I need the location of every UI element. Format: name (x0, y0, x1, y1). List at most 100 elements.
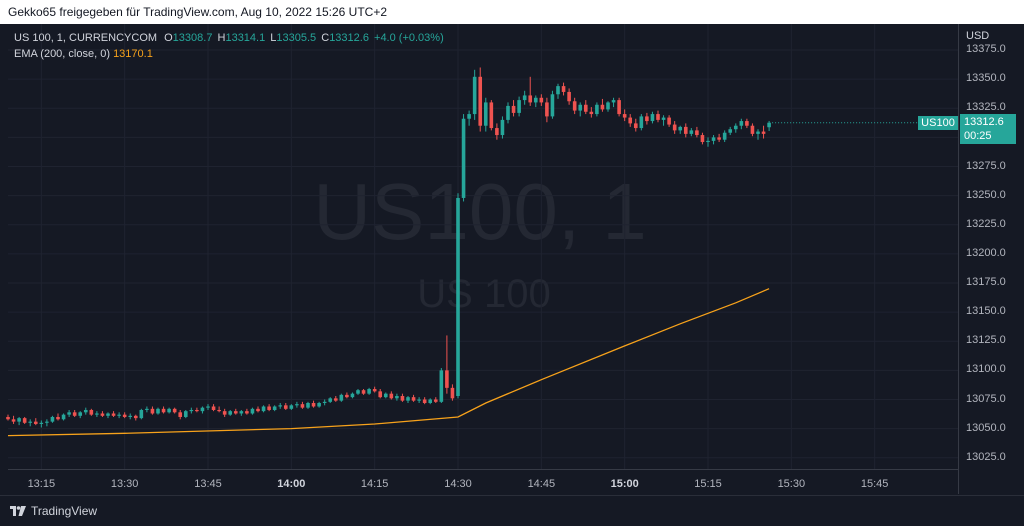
candle-body (56, 416, 60, 420)
candle-body (50, 416, 55, 422)
candle-body (378, 391, 383, 398)
candle-body (522, 95, 527, 101)
candle-body (745, 121, 749, 126)
candle-body (150, 408, 155, 414)
candle-body (350, 393, 355, 398)
candle-body (72, 412, 77, 416)
legend-symbol: US 100, 1, CURRENCYCOM (14, 32, 158, 44)
candle-body (356, 390, 360, 394)
candle-body (11, 419, 16, 422)
brand-label: TradingView (31, 504, 98, 518)
legend-ema-value: 13170.1 (113, 48, 153, 60)
candle-body (711, 137, 716, 141)
candle-body (367, 389, 371, 394)
plot-area[interactable] (8, 24, 958, 469)
candle-body (422, 399, 427, 403)
legend-close-key: C (321, 32, 330, 44)
candle-body (289, 405, 294, 409)
candle-body (89, 409, 94, 415)
candle-body (717, 137, 721, 140)
candle-body (222, 411, 227, 415)
candle-body (639, 116, 644, 129)
symbol-watermark: US100, 1 (313, 167, 647, 256)
candle-body (111, 413, 116, 416)
candle-body (533, 97, 538, 103)
last-price-tag: 13312.6 00:25 (960, 114, 1016, 144)
tradingview-logo-icon (10, 506, 26, 516)
candle-body (106, 413, 110, 416)
candle-body (78, 412, 83, 416)
candle-body (39, 422, 44, 424)
candle-body (617, 100, 621, 115)
price-tick-label: 13225.0 (966, 217, 1006, 230)
legend-open-key: O (164, 32, 173, 44)
price-tick-label: 13025.0 (966, 450, 1006, 463)
candle-body (406, 397, 410, 401)
legend-ema-row[interactable]: EMA (200, close, 0) 13170.1 (14, 46, 444, 62)
candle-body (433, 399, 438, 402)
candle-body (206, 406, 210, 408)
candle-body (750, 125, 755, 134)
price-tick-label: 13125.0 (966, 334, 1006, 347)
candle-body (445, 370, 449, 388)
candle-body (667, 117, 671, 125)
tradingview-brand[interactable]: TradingView (10, 504, 97, 518)
candle-body (539, 97, 544, 103)
candle-body (417, 399, 421, 401)
candle-body (172, 408, 177, 413)
candle-body (183, 411, 188, 417)
candle-body (728, 129, 733, 133)
candle-body (389, 393, 394, 399)
candle-body (383, 393, 388, 398)
candle-body (345, 394, 349, 398)
candle-body (83, 409, 88, 413)
candle-body (761, 131, 766, 134)
candle-body (117, 414, 121, 416)
footer-bar: TradingView (0, 495, 1024, 526)
legend-series-row[interactable]: US 100, 1, CURRENCYCOM O13308.7 H13314.1… (14, 30, 444, 46)
legend-high-key: H (217, 32, 226, 44)
candle-body (722, 132, 727, 140)
candle-body (450, 387, 455, 399)
legend-close: 13312.6 (329, 32, 369, 44)
candle-body (528, 95, 533, 103)
candle-body (472, 76, 477, 115)
candle-body (311, 402, 316, 407)
candle-body (239, 411, 244, 414)
time-tick-label: 15:45 (860, 478, 889, 490)
price-tick-label: 13150.0 (966, 305, 1006, 318)
candle-body (622, 114, 627, 118)
candle-body (578, 104, 583, 111)
legend-ema-label: EMA (200, close, 0) (14, 48, 110, 60)
candle-body (372, 389, 377, 392)
price-tick-label: 13075.0 (966, 392, 1006, 405)
candle-body (333, 398, 338, 401)
price-axis[interactable] (958, 24, 1024, 494)
price-tick-label: 13050.0 (966, 421, 1006, 434)
candle-body (245, 411, 249, 414)
price-tick-label: 13350.0 (966, 72, 1006, 85)
candle-body (561, 86, 566, 92)
candle-body (645, 116, 649, 122)
candle-body (261, 406, 266, 412)
candle-body (467, 114, 471, 119)
currency-label[interactable]: USD (966, 30, 990, 42)
candle-body (517, 100, 521, 113)
candle-body (233, 411, 238, 414)
candle-body (361, 390, 366, 394)
candle-body (100, 413, 105, 416)
candle-body (695, 130, 699, 136)
price-tick-label: 13200.0 (966, 246, 1006, 259)
candle-body (156, 408, 160, 414)
candle-body (67, 412, 71, 415)
candle-body (300, 404, 305, 408)
candle-body (583, 104, 588, 112)
candle-body (678, 126, 683, 131)
candle-body (28, 421, 33, 423)
candle-body (461, 118, 466, 198)
time-axis[interactable] (8, 469, 958, 495)
candle-body (161, 408, 166, 413)
candle-body (128, 415, 133, 417)
